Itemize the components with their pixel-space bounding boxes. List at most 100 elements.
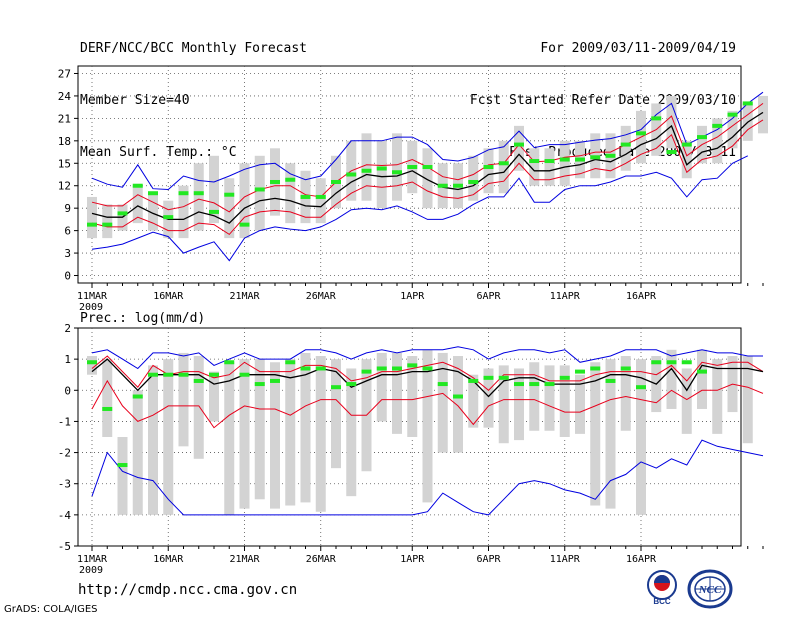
temp-ytick-label: 18 <box>58 135 71 148</box>
prec-ytick-label: -4 <box>58 509 72 522</box>
temp-xtick-label: 1APR <box>400 291 425 302</box>
temp-box <box>727 110 738 149</box>
temp-box <box>483 148 494 194</box>
grads-credit: GrADS: COLA/IGES <box>4 604 98 615</box>
prec-upper-line <box>91 355 764 391</box>
prec-box <box>315 356 326 512</box>
prec-box <box>285 359 296 506</box>
prec-xtick-label: 16APR <box>626 554 657 565</box>
temp-median-mark <box>254 187 265 192</box>
prec-median-mark <box>666 360 677 365</box>
temp-xtick-label: 16MAR <box>153 291 184 302</box>
temp-median-mark <box>239 222 250 227</box>
temp-median-mark <box>148 191 158 196</box>
temp-median-mark <box>666 150 677 155</box>
temp-xtick-label: 21MAR <box>229 291 260 302</box>
prec-frame <box>77 327 742 547</box>
temp-box <box>209 155 219 224</box>
prec-box <box>468 374 479 428</box>
ncc-logo-text: NCC <box>698 584 722 596</box>
prec-box <box>193 356 204 459</box>
website-url[interactable]: http://cmdp.ncc.cma.gov.cn <box>78 582 298 598</box>
precipitation-panel: -5 -4 -3 -2 -1 0 1 2 11MAR 16MAR 21MAR 26MAR 1APR 6AP… <box>58 311 764 576</box>
prec-median-mark <box>681 360 692 365</box>
prec-xtick-label: 26MAR <box>306 554 337 565</box>
prec-xtick-label: 11APR <box>550 554 581 565</box>
prec-median-mark <box>315 366 326 371</box>
temp-lower-line <box>91 119 764 236</box>
prec-ytick-label: -5 <box>58 540 71 553</box>
header-left: DERF/NCC/BCC Monthly Forecast Member Siz… <box>80 9 307 181</box>
forecast-start-date: Fcst Started Refer Date 2009/03/10 <box>469 93 736 108</box>
temp-box <box>361 133 372 201</box>
prec-median-mark <box>453 394 463 399</box>
prec-median-mark <box>209 372 219 377</box>
temp-median-mark <box>712 123 723 128</box>
temp-median-mark <box>681 142 692 147</box>
prec-box <box>742 356 753 444</box>
prec-box <box>437 352 448 453</box>
temp-box <box>758 95 768 134</box>
prec-median-mark <box>575 369 585 374</box>
prec-median-mark <box>437 382 448 387</box>
temp-xtick-label: 11MAR <box>77 291 108 302</box>
temp-ytick-label: 24 <box>58 90 72 103</box>
temp-box <box>102 204 113 239</box>
prec-box <box>483 368 494 428</box>
temp-box <box>285 163 296 224</box>
prec-median-mark <box>224 360 235 365</box>
temp-median-mark <box>651 116 662 121</box>
ncc-logo: NCC <box>687 569 733 609</box>
prec-box <box>529 362 540 431</box>
temp-box <box>376 140 387 209</box>
temp-box <box>148 193 158 231</box>
temp-box <box>392 133 402 201</box>
prec-box <box>148 365 158 515</box>
temp-median-mark <box>514 142 524 147</box>
prec-median-mark <box>498 375 509 380</box>
temp-box <box>529 148 540 186</box>
prec-median-mark <box>117 463 128 468</box>
temp-median-mark <box>376 166 387 171</box>
prec-median-mark <box>193 378 204 383</box>
temp-median-mark <box>315 194 326 199</box>
prec-median-mark <box>270 378 280 383</box>
temp-median-mark <box>483 165 494 170</box>
prec-median-mark <box>285 360 296 365</box>
prec-box <box>346 368 357 497</box>
temp-box <box>224 178 235 239</box>
temp-box <box>132 185 143 224</box>
prec-box <box>102 359 113 437</box>
temp-median-mark <box>529 159 540 164</box>
prec-median-mark <box>514 382 524 387</box>
prec-box <box>422 349 433 503</box>
temp-box <box>681 140 692 179</box>
temp-median-mark <box>575 157 585 162</box>
temp-median-mark <box>285 177 296 182</box>
temp-box <box>498 140 509 194</box>
prec-xtick-label: 1APR <box>400 554 425 565</box>
temp-box <box>87 196 97 239</box>
prec-median-mark <box>254 382 265 387</box>
prec-xtick-label: 21MAR <box>229 554 260 565</box>
temp-median-mark <box>361 168 372 173</box>
prec-box <box>178 352 189 447</box>
prec-lower-line <box>91 379 764 429</box>
prec-box <box>407 356 418 437</box>
temp-ytick-label: 12 <box>58 180 71 193</box>
prec-median-mark <box>102 406 113 411</box>
temp-median-mark <box>742 101 753 106</box>
prec-median-mark <box>148 372 158 377</box>
prec-box <box>575 374 585 434</box>
temp-box <box>712 118 723 164</box>
prec-box <box>605 359 616 509</box>
temp-median-mark <box>620 142 631 147</box>
temp-ytick-label: 27 <box>58 67 71 80</box>
temp-box <box>544 148 555 186</box>
prec-box <box>254 359 265 500</box>
prec-median-mark <box>407 363 418 368</box>
prec-box <box>681 368 692 434</box>
prec-median-mark <box>178 372 189 377</box>
temp-median-mark <box>132 183 143 188</box>
